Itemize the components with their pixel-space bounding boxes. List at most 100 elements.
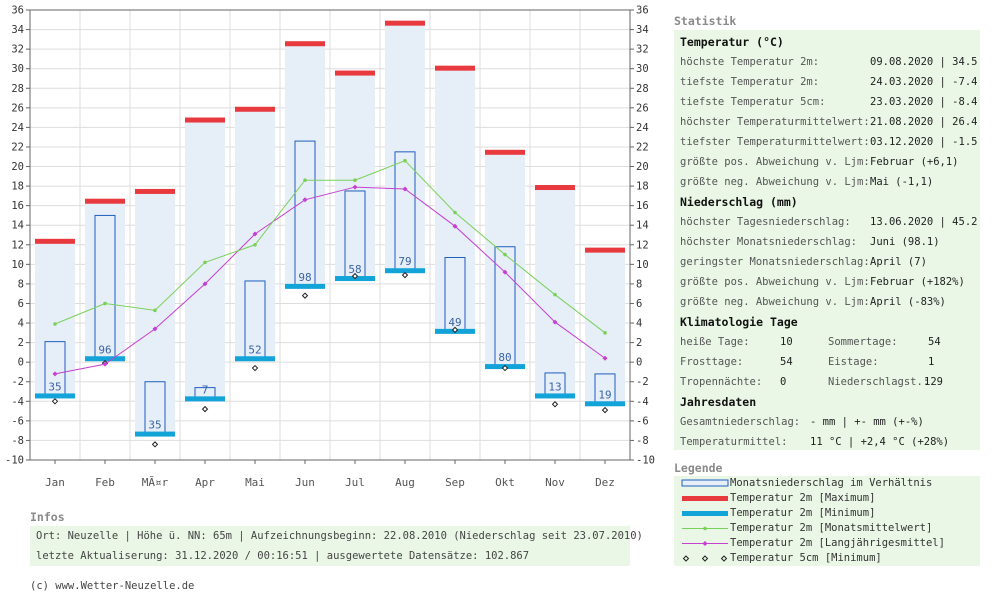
y-tick-label-right: -2 xyxy=(636,376,649,388)
ground-min-marker xyxy=(601,406,609,414)
y-tick-label-left: 28 xyxy=(11,83,24,95)
jahresdaten-heading: Jahresdaten xyxy=(680,395,757,409)
gesamtniederschlag-value: - mm | +- mm (+-%) xyxy=(810,416,924,428)
stat-value: 13.06.2020 | 45.2 xyxy=(870,216,978,228)
jahr-row-1: Gesamtniederschlag: - mm | +- mm (+-%) xyxy=(680,412,974,432)
precip-legend-symbol xyxy=(681,479,729,487)
precip-label: 79 xyxy=(398,255,411,268)
y-tick-label-right: 0 xyxy=(636,357,642,369)
y-tick-label-left: 24 xyxy=(11,122,24,134)
sommertage-label: Sommertage: xyxy=(828,336,898,348)
y-tick-label-left: 20 xyxy=(11,161,24,173)
y-tick-label-right: 34 xyxy=(636,24,649,36)
mean-point xyxy=(403,158,407,163)
sommertage-value: 54 xyxy=(928,336,941,348)
precip-label: 13 xyxy=(548,380,561,393)
mean-point xyxy=(303,178,307,183)
stat-value: 03.12.2020 | -1.5 xyxy=(870,136,978,148)
y-tick-label-right: 36 xyxy=(636,5,649,17)
stat-label: tiefste Temperatur 2m: xyxy=(680,76,820,88)
mean-point xyxy=(503,252,507,257)
max-marker xyxy=(435,65,475,71)
stat-value: Juni (98.1) xyxy=(870,236,940,248)
precip-label: 52 xyxy=(248,343,261,356)
temp-range-bar xyxy=(535,189,575,396)
precip-label: 19 xyxy=(598,388,611,401)
stat-label: größte neg. Abweichung v. Ljm: xyxy=(680,176,870,188)
longterm-point xyxy=(152,326,158,332)
longterm-point xyxy=(352,184,358,190)
mean-point xyxy=(53,322,57,326)
precip-label: 35 xyxy=(148,419,161,432)
stat-row: höchster Tagesniederschlag: 13.06.2020 | … xyxy=(680,212,978,232)
stat-value: 09.08.2020 | 34.5 xyxy=(870,56,978,68)
y-tick-label-right: -6 xyxy=(636,415,649,427)
temperatur-heading: Temperatur (°C) xyxy=(680,35,784,49)
longterm-line xyxy=(54,186,606,375)
x-tick-label: MÃ¤r xyxy=(142,476,169,489)
ground-min-marker xyxy=(551,401,559,408)
stat-row: größte neg. Abweichung v. Ljm: Mai (-1,1) xyxy=(680,172,974,192)
stat-row: tiefster Temperaturmittelwert: 03.12.2020… xyxy=(680,132,978,152)
legend-label-longterm: Temperatur 2m [Langjährigesmittel] xyxy=(730,537,945,549)
temp-range-bar xyxy=(585,251,625,404)
min-marker xyxy=(135,431,175,437)
statistik-panel: Temperatur (°C) höchste Temperatur 2m: 09… xyxy=(674,30,980,450)
x-tick-label: Okt xyxy=(495,476,515,489)
mean-point xyxy=(453,210,457,215)
ground-min-marker xyxy=(301,292,309,299)
longterm-point xyxy=(602,355,608,361)
stat-label: höchster Monatsniederschlag: xyxy=(680,236,858,248)
min-marker xyxy=(185,396,225,402)
y-tick-label-left: 10 xyxy=(11,259,24,271)
min-marker xyxy=(85,356,125,362)
stat-row: größte pos. Abweichung v. Ljm: Februar (+… xyxy=(680,272,974,292)
legend-label-precip: Monatsniederschlag im Verhältnis xyxy=(730,477,933,489)
infos-line-2: letzte Aktualiserung: 31.12.2020 / 00:16… xyxy=(36,550,530,562)
temp-range-bar xyxy=(285,45,325,286)
temp-range-bar xyxy=(135,192,175,434)
legend-label-min: Temperatur 2m [Minimum] xyxy=(730,507,876,519)
y-tick-label-left: 34 xyxy=(11,24,24,36)
jahr-row-2: Temperaturmittel: 11 °C | +2,4 °C (+28%) xyxy=(680,432,974,452)
precip-label: 49 xyxy=(448,316,461,329)
ground-min-marker xyxy=(251,364,259,372)
y-tick-label-left: 36 xyxy=(11,5,24,17)
ground-min-marker xyxy=(451,326,459,334)
y-tick-label-left: 0 xyxy=(18,357,24,369)
niederschlagstage-value: 129 xyxy=(924,376,943,388)
max-marker xyxy=(285,41,325,47)
stat-label: tiefster Temperaturmittelwert: xyxy=(680,136,870,148)
y-tick-label-left: 26 xyxy=(11,102,24,114)
x-tick-label: Jan xyxy=(45,476,65,489)
heisse-tage-label: heiße Tage: xyxy=(680,336,750,348)
mean-point xyxy=(203,260,207,265)
infos-title: Infos xyxy=(30,510,65,524)
y-tick-label-left: 4 xyxy=(18,318,24,330)
temp-range-bar xyxy=(385,24,425,271)
max-marker xyxy=(85,198,125,204)
max-marker xyxy=(585,247,625,253)
precip-label: 35 xyxy=(48,380,61,393)
y-tick-label-right: -10 xyxy=(636,455,655,467)
y-tick-label-left: 30 xyxy=(11,63,24,75)
stat-label: größte pos. Abweichung v. Ljm: xyxy=(680,156,870,168)
x-tick-label: Jun xyxy=(295,476,315,489)
min-marker xyxy=(385,268,425,274)
stat-value: 24.03.2020 | -7.4 xyxy=(870,76,978,88)
legend-label-mean: Temperatur 2m [Monatsmittelwert] xyxy=(730,522,933,534)
y-tick-label-right: -8 xyxy=(636,435,649,447)
mean-point xyxy=(353,178,357,183)
max-legend-symbol xyxy=(682,496,728,501)
x-tick-label: Feb xyxy=(95,476,115,489)
ground-min-marker xyxy=(151,441,159,448)
klima-heading: Klimatologie Tage xyxy=(680,315,798,329)
min-marker xyxy=(585,401,625,407)
mean-point xyxy=(553,292,557,297)
stat-label: höchster Temperaturmittelwert: xyxy=(680,116,870,128)
eistage-value: 1 xyxy=(928,356,935,368)
stat-row: höchste Temperatur 2m: 09.08.2020 | 34.5 xyxy=(680,52,978,72)
longterm-point xyxy=(552,319,558,325)
mean-point xyxy=(253,242,257,247)
y-tick-label-right: 2 xyxy=(636,337,642,349)
